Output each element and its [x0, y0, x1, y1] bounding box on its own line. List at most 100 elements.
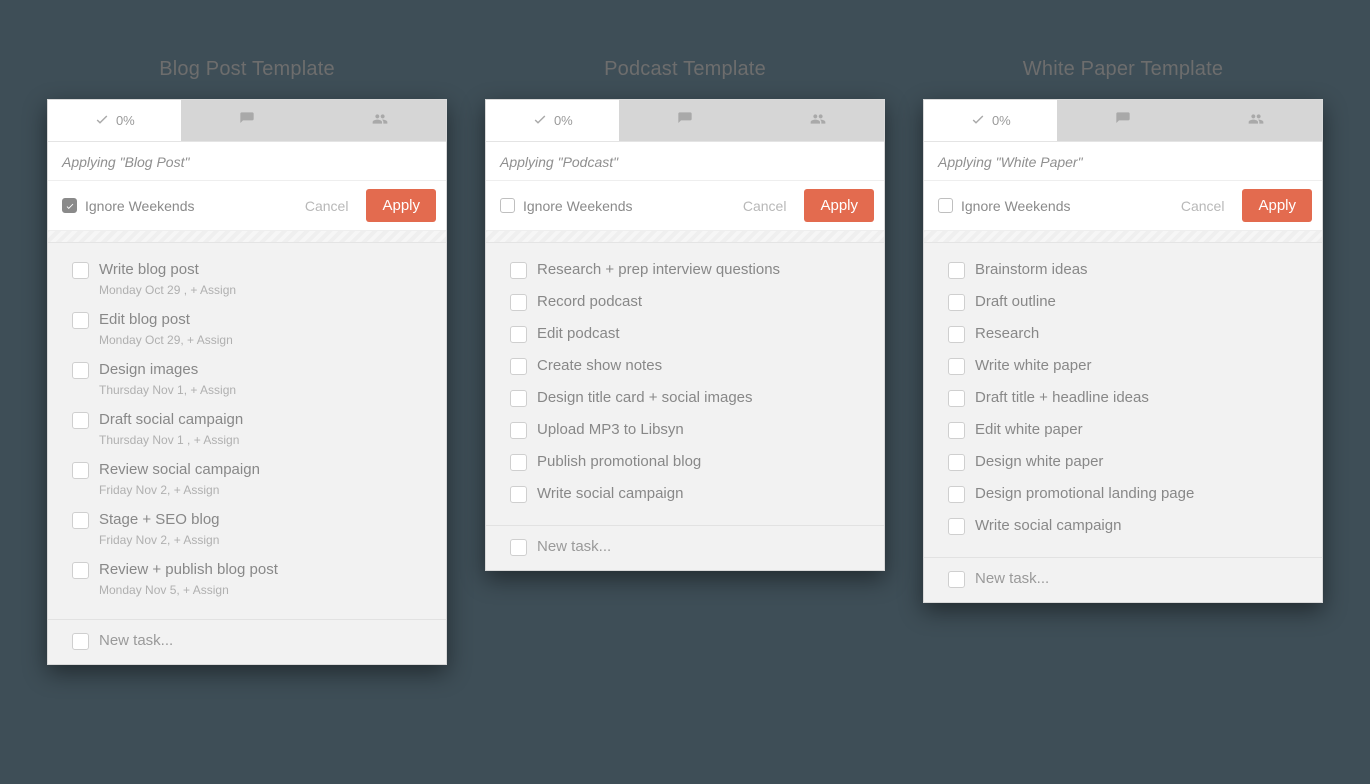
task-checkbox[interactable] [72, 362, 89, 379]
task-row[interactable]: Design white paper [948, 453, 1298, 471]
task-meta: Thursday Nov 1 , + Assign [99, 433, 422, 447]
task-body: Draft outline [975, 293, 1298, 311]
template-panel: 0%Applying "White Paper"Ignore WeekendsC… [923, 99, 1323, 603]
task-checkbox[interactable] [510, 390, 527, 407]
task-label: Write social campaign [975, 517, 1298, 535]
task-meta: Monday Nov 5, + Assign [99, 583, 422, 597]
new-task-row[interactable]: New task... [48, 619, 446, 664]
task-label: Review social campaign [99, 461, 422, 479]
task-checkbox[interactable] [510, 294, 527, 311]
task-row[interactable]: Edit blog postMonday Oct 29, + Assign [72, 311, 422, 347]
apply-button[interactable]: Apply [804, 189, 874, 222]
task-checkbox[interactable] [72, 512, 89, 529]
task-body: Draft title + headline ideas [975, 389, 1298, 407]
task-row[interactable]: Stage + SEO blogFriday Nov 2, + Assign [72, 511, 422, 547]
task-row[interactable]: Brainstorm ideas [948, 261, 1298, 279]
task-checkbox[interactable] [948, 358, 965, 375]
comment-icon [239, 111, 255, 130]
controls-row: Ignore WeekendsCancelApply [48, 181, 446, 231]
task-row[interactable]: Write blog postMonday Oct 29 , + Assign [72, 261, 422, 297]
tab-tasks[interactable]: 0% [924, 100, 1057, 141]
task-checkbox[interactable] [948, 486, 965, 503]
task-body: Design title card + social images [537, 389, 860, 407]
task-checkbox[interactable] [948, 390, 965, 407]
task-row[interactable]: Record podcast [510, 293, 860, 311]
task-label: Upload MP3 to Libsyn [537, 421, 860, 439]
task-checkbox[interactable] [72, 262, 89, 279]
applying-label: Applying "White Paper" [924, 142, 1322, 181]
applying-label: Applying "Blog Post" [48, 142, 446, 181]
apply-button[interactable]: Apply [1242, 189, 1312, 222]
task-row[interactable]: Edit podcast [510, 325, 860, 343]
task-row[interactable]: Create show notes [510, 357, 860, 375]
tab-people[interactable] [313, 100, 446, 141]
task-row[interactable]: Publish promotional blog [510, 453, 860, 471]
task-row[interactable]: Research + prep interview questions [510, 261, 860, 279]
task-row[interactable]: Write social campaign [510, 485, 860, 503]
task-checkbox[interactable] [948, 326, 965, 343]
ignore-weekends-label: Ignore Weekends [523, 198, 735, 214]
new-task-row[interactable]: New task... [924, 557, 1322, 602]
task-checkbox[interactable] [948, 518, 965, 535]
task-row[interactable]: Design title card + social images [510, 389, 860, 407]
ignore-weekends-checkbox[interactable] [500, 198, 515, 213]
tab-comments[interactable] [181, 100, 314, 141]
task-meta: Monday Oct 29, + Assign [99, 333, 422, 347]
task-checkbox[interactable] [72, 462, 89, 479]
task-checkbox[interactable] [510, 486, 527, 503]
task-row[interactable]: Design imagesThursday Nov 1, + Assign [72, 361, 422, 397]
task-row[interactable]: Write social campaign [948, 517, 1298, 535]
task-checkbox[interactable] [72, 562, 89, 579]
task-row[interactable]: Upload MP3 to Libsyn [510, 421, 860, 439]
task-checkbox[interactable] [948, 262, 965, 279]
ignore-weekends-checkbox[interactable] [938, 198, 953, 213]
task-row[interactable]: Edit white paper [948, 421, 1298, 439]
task-body: Edit white paper [975, 421, 1298, 439]
task-row[interactable]: Review + publish blog postMonday Nov 5, … [72, 561, 422, 597]
panel-title: Blog Post Template [47, 58, 447, 81]
applying-label: Applying "Podcast" [486, 142, 884, 181]
apply-button[interactable]: Apply [366, 189, 436, 222]
task-row[interactable]: Design promotional landing page [948, 485, 1298, 503]
new-task-row[interactable]: New task... [486, 525, 884, 570]
tabs-row: 0% [48, 100, 446, 142]
people-icon [810, 111, 826, 130]
task-row[interactable]: Research [948, 325, 1298, 343]
controls-row: Ignore Weekends Cancel Apply [486, 181, 884, 231]
task-checkbox[interactable] [948, 422, 965, 439]
new-task-label: New task... [975, 570, 1049, 588]
task-checkbox[interactable] [948, 454, 965, 471]
cancel-button[interactable]: Cancel [1181, 198, 1225, 214]
cancel-button[interactable]: Cancel [305, 198, 349, 214]
task-checkbox[interactable] [510, 326, 527, 343]
task-label: Brainstorm ideas [975, 261, 1298, 279]
task-body: Brainstorm ideas [975, 261, 1298, 279]
task-row[interactable]: Draft social campaignThursday Nov 1 , + … [72, 411, 422, 447]
task-list: Brainstorm ideas Draft outline Research Wri… [924, 243, 1322, 557]
task-row[interactable]: Draft outline [948, 293, 1298, 311]
template-panel: 0%Applying "Podcast" Ignore Weekends Cance… [485, 99, 885, 571]
task-checkbox[interactable] [948, 294, 965, 311]
divider-strip [924, 231, 1322, 243]
tab-comments[interactable] [1057, 100, 1190, 141]
tab-tasks[interactable]: 0% [486, 100, 619, 141]
task-row[interactable]: Draft title + headline ideas [948, 389, 1298, 407]
task-checkbox[interactable] [72, 412, 89, 429]
task-body: Design white paper [975, 453, 1298, 471]
tab-people[interactable] [1189, 100, 1322, 141]
task-checkbox[interactable] [510, 422, 527, 439]
task-checkbox[interactable] [510, 454, 527, 471]
task-body: Research [975, 325, 1298, 343]
ignore-weekends-checkbox[interactable] [62, 198, 77, 213]
tab-tasks[interactable]: 0% [48, 100, 181, 141]
task-row[interactable]: Review social campaignFriday Nov 2, + As… [72, 461, 422, 497]
task-checkbox[interactable] [72, 312, 89, 329]
task-row[interactable]: Write white paper [948, 357, 1298, 375]
task-list: Write blog postMonday Oct 29 , + Assign E… [48, 243, 446, 619]
cancel-button[interactable]: Cancel [743, 198, 787, 214]
tab-comments[interactable] [619, 100, 752, 141]
task-checkbox[interactable] [510, 358, 527, 375]
tab-people[interactable] [751, 100, 884, 141]
task-label: Create show notes [537, 357, 860, 375]
task-checkbox[interactable] [510, 262, 527, 279]
